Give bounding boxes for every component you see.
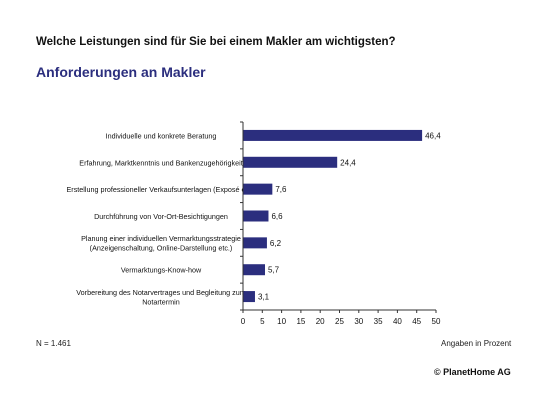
bar-value-label: 7,6 — [275, 185, 287, 194]
x-tick-label: 20 — [316, 317, 325, 326]
x-tick-label: 10 — [277, 317, 286, 326]
x-tick-label: 5 — [260, 317, 265, 326]
category-label: Erfahrung, Marktkenntnis und Bankenzugeh… — [79, 158, 242, 167]
bar — [243, 210, 269, 222]
x-tick-label: 25 — [335, 317, 344, 326]
category-label: Vermarktungs-Know-how — [121, 266, 202, 275]
bar — [243, 291, 255, 303]
chart-subtitle: Anforderungen an Makler — [36, 64, 206, 80]
copyright-note: © PlanetHome AG — [434, 367, 511, 377]
category-label: Notartermin — [142, 297, 180, 306]
category-label: Planung einer individuellen Vermarktungs… — [81, 234, 241, 243]
bar-value-label: 24,4 — [340, 158, 356, 167]
x-tick-label: 30 — [354, 317, 363, 326]
bar-value-label: 46,4 — [425, 131, 441, 140]
bar — [243, 156, 338, 168]
bar-value-label: 5,7 — [268, 266, 280, 275]
chart-question: Welche Leistungen sind für Sie bei einem… — [36, 36, 396, 48]
category-label: Individuelle und konkrete Beratung — [106, 131, 217, 140]
x-tick-label: 35 — [374, 317, 383, 326]
bar-value-label: 3,1 — [258, 293, 270, 302]
bar-value-label: 6,6 — [271, 212, 283, 221]
bar — [243, 129, 423, 141]
category-label: Durchführung von Vor-Ort-Besichtigungen — [94, 212, 228, 221]
x-tick-label: 0 — [241, 317, 246, 326]
category-label: Vorbereitung des Notarvertrages und Begl… — [76, 288, 245, 297]
category-label: Erstellung professioneller Verkaufsunter… — [67, 185, 256, 194]
unit-note: Angaben in Prozent — [441, 339, 512, 348]
x-tick-label: 45 — [412, 317, 421, 326]
sample-size-note: N = 1.461 — [36, 339, 71, 348]
x-tick-label: 50 — [432, 317, 441, 326]
bar — [243, 264, 266, 276]
bar — [243, 237, 267, 249]
x-tick-label: 15 — [296, 317, 305, 326]
x-tick-label: 40 — [393, 317, 402, 326]
bar — [243, 183, 273, 195]
bar-value-label: 6,2 — [270, 239, 282, 248]
category-label: (Anzeigenschaltung, Online-Darstellung e… — [90, 244, 233, 253]
